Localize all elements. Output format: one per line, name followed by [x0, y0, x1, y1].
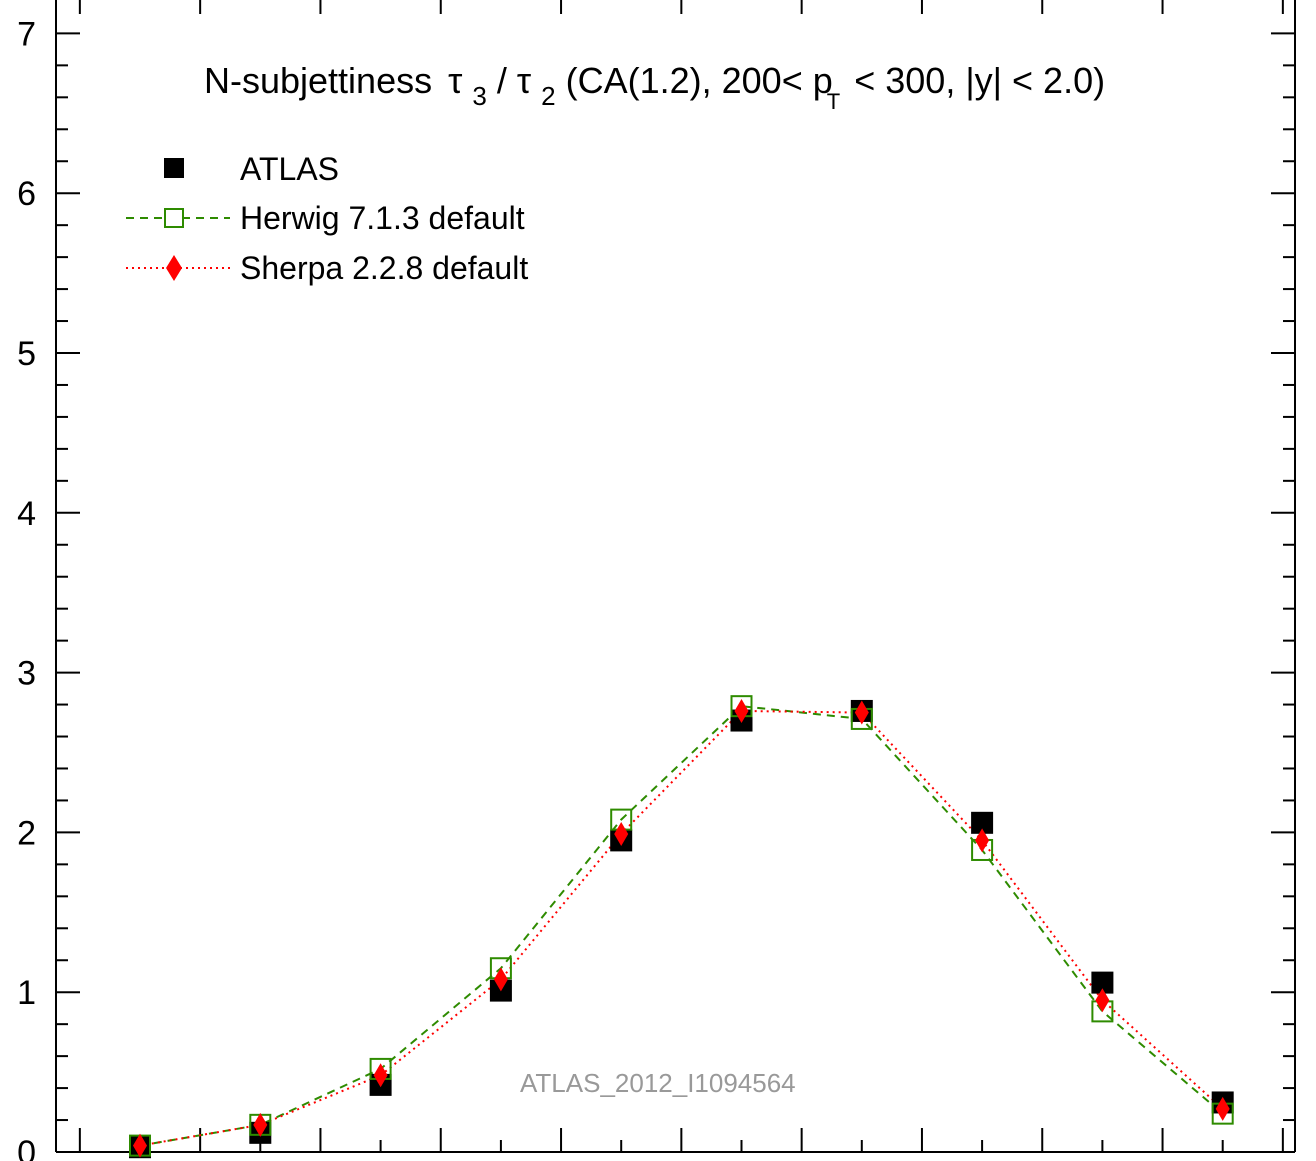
legend-sherpa-label: Sherpa 2.2.8 default [240, 250, 528, 286]
sherpa-point [253, 1112, 268, 1137]
y-tick-label: 1 [17, 974, 36, 1012]
title-tau-1: τ [448, 60, 462, 101]
title-slash: / [497, 60, 507, 101]
y-tick-labels: 0 1 2 3 4 5 6 7 [17, 15, 36, 1161]
data-series [129, 695, 1234, 1159]
legend-atlas-marker [164, 158, 184, 178]
y-tick-label: 5 [17, 335, 36, 373]
atlas-point [971, 811, 994, 834]
legend-atlas-label: ATLAS [240, 151, 339, 187]
atlas-point [1091, 971, 1114, 994]
y-tick-label: 6 [17, 175, 36, 213]
sherpa-point [734, 698, 749, 723]
sherpa-point [854, 700, 869, 725]
sherpa-point [1095, 988, 1110, 1013]
title-tau-2: τ [517, 60, 531, 101]
sherpa-point [373, 1063, 388, 1088]
herwig-line [139, 705, 1224, 1147]
title-sub-1: 3 [472, 81, 486, 111]
sherpa-point [1215, 1096, 1230, 1121]
y-tick-label: 4 [17, 495, 36, 533]
sherpa-point [493, 967, 508, 992]
legend-sherpa-marker [166, 255, 182, 281]
title-sub-t: T [827, 89, 840, 114]
y-tick-label: 2 [17, 814, 36, 852]
analysis-watermark: ATLAS_2012_I1094564 [520, 1068, 796, 1098]
y-tick-label: 7 [17, 15, 36, 53]
legend-herwig-label: Herwig 7.1.3 default [240, 200, 525, 236]
sherpa-point [975, 828, 990, 853]
axis-ticks [56, 0, 1295, 1153]
y-tick-label: 3 [17, 655, 36, 693]
title-rest-2: < 300, |y| < 2.0) [854, 60, 1105, 101]
y-tick-label: 0 [17, 1134, 36, 1161]
sherpa-point [133, 1133, 147, 1158]
title-rest-1: (CA(1.2), 200< p [566, 60, 833, 101]
title-prefix: N-subjettiness [204, 60, 432, 101]
legend-herwig-marker [164, 208, 184, 228]
chart-title: N-subjettiness τ 3 / τ 2 (CA(1.2), 200< … [204, 60, 1105, 117]
title-sub-2: 2 [541, 81, 555, 111]
legend: ATLAS Herwig 7.1.3 default Sherpa 2.2.8 … [126, 151, 528, 286]
sherpa-point [614, 821, 629, 846]
sherpa-line [139, 709, 1224, 1147]
